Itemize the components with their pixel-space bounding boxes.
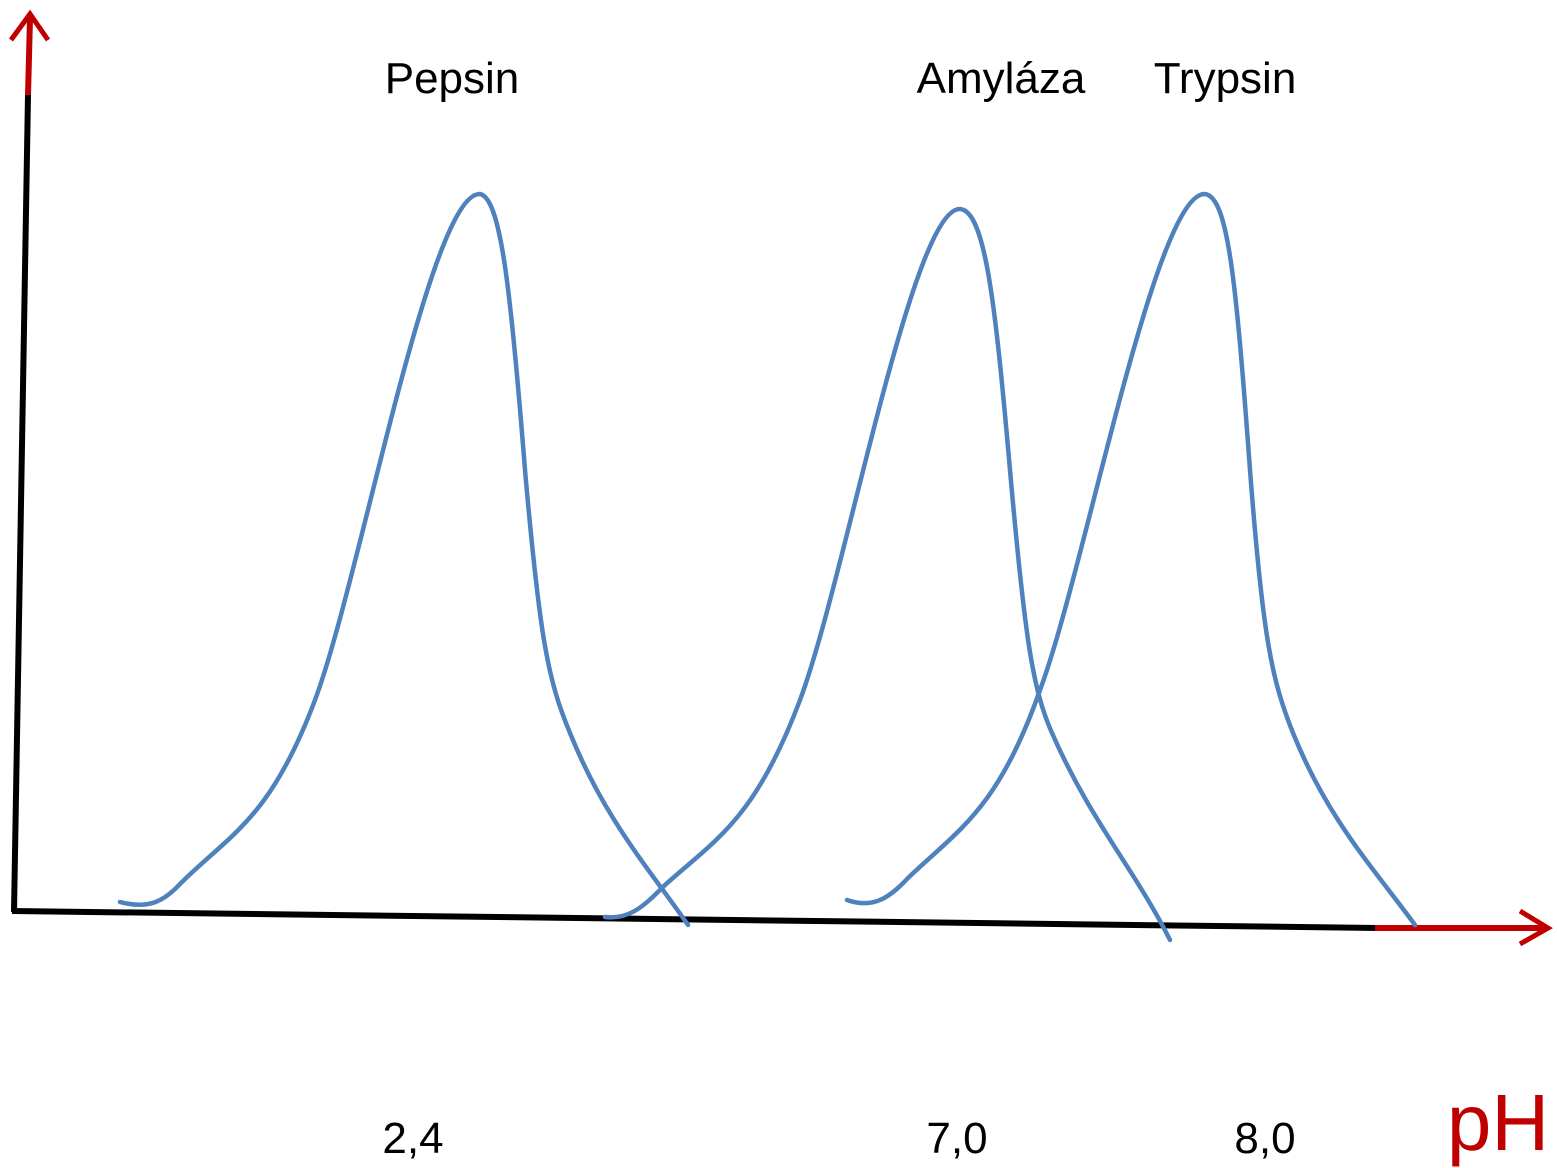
amylaza-curve (602, 206, 1173, 943)
x-tick-label: 7,0 (926, 1114, 987, 1163)
y-axis-arrow-shaft (25, 17, 33, 96)
y-axis-arrowhead (8, 9, 51, 42)
trypsin-curve (844, 191, 1418, 928)
x-tick-label: 8,0 (1234, 1114, 1295, 1163)
curve-label-pepsin: Pepsin (385, 54, 520, 103)
curve-label-amylaza: Amyláza (917, 54, 1086, 103)
y-axis-line (11, 94, 31, 913)
x-tick-label: 2,4 (382, 1114, 443, 1163)
x-axis-line (11, 908, 1379, 931)
curve-label-trypsin: Trypsin (1154, 54, 1297, 103)
x-axis-arrowhead (1518, 908, 1553, 947)
x-axis-title: pH (1447, 1078, 1549, 1167)
pepsin-curve (117, 191, 691, 928)
